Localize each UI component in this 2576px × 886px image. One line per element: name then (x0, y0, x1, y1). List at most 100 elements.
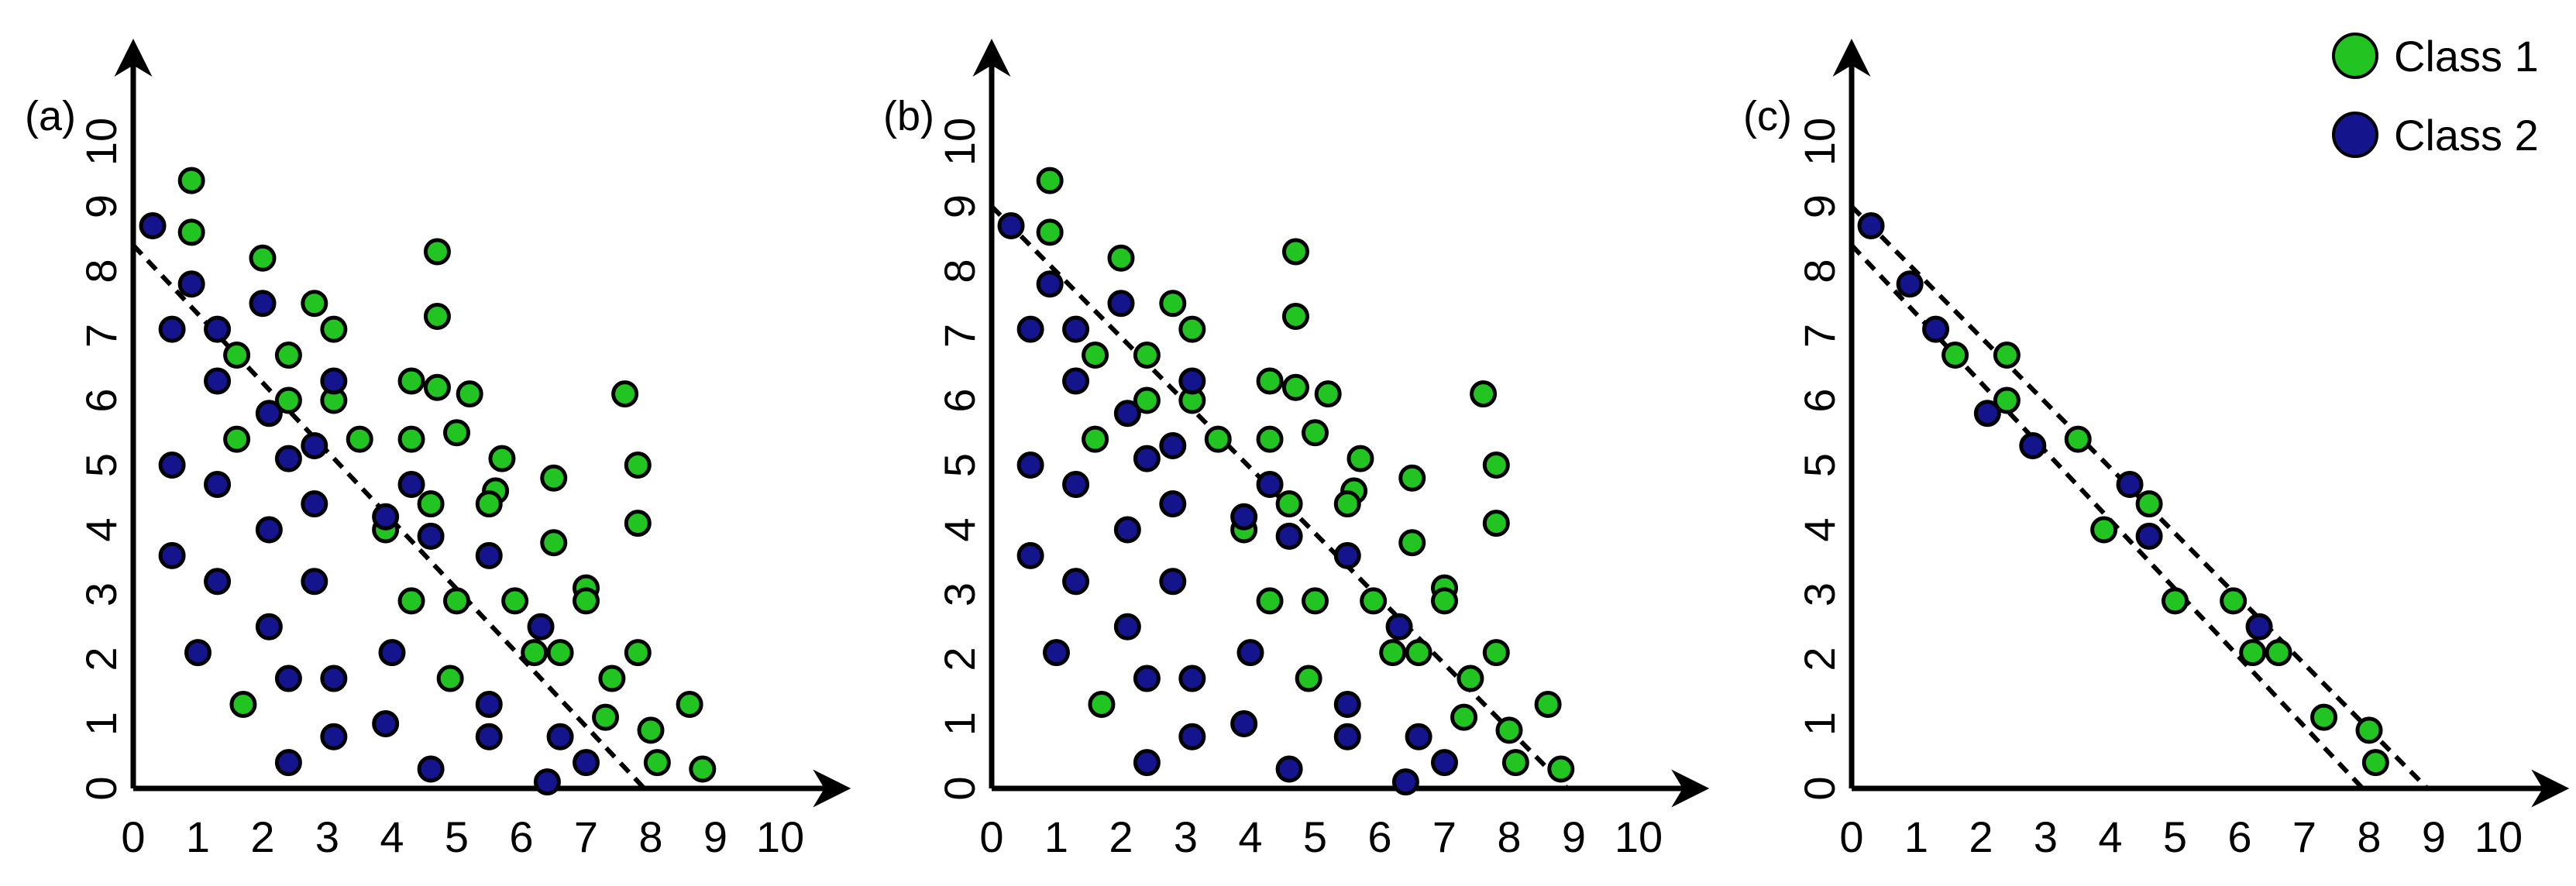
x-tick-label: 10 (756, 812, 804, 861)
class2-point (139, 212, 167, 240)
class1-point (1204, 425, 1232, 453)
class2-point (372, 503, 400, 531)
class1-point (598, 664, 626, 692)
class1-point (2265, 639, 2292, 667)
class2-point (1333, 541, 1361, 569)
class2-point (1178, 664, 1206, 692)
class1-point (611, 380, 639, 408)
y-tick-label: 2 (935, 647, 984, 671)
class1-point (249, 244, 277, 272)
class1-point (346, 425, 373, 453)
legend-class2-marker (2332, 112, 2378, 158)
x-tick-label: 4 (2098, 812, 2122, 861)
class1-point (1431, 587, 1458, 615)
class1-point (2162, 587, 2189, 615)
class1-point (1133, 386, 1161, 414)
class2-point (320, 723, 348, 750)
class2-point (1333, 723, 1361, 750)
class2-point (158, 541, 186, 569)
class2-point (475, 541, 503, 569)
class1-point (2220, 587, 2248, 615)
class1-point (1993, 342, 2021, 369)
class2-point (1113, 400, 1141, 428)
x-tick-label: 7 (2292, 812, 2316, 861)
class1-point (521, 639, 549, 667)
y-tick-label: 2 (77, 647, 126, 671)
class2-point (1043, 639, 1070, 667)
x-tick-label: 4 (1238, 812, 1262, 861)
class1-point (1379, 639, 1407, 667)
x-tick-label: 6 (509, 812, 533, 861)
class2-point (255, 516, 283, 544)
x-tick-label: 10 (2475, 812, 2523, 861)
y-tick-label: 3 (77, 582, 126, 606)
class1-point (475, 490, 503, 518)
class1-point (2361, 749, 2389, 777)
class2-point (1973, 400, 2001, 428)
class1-point (1256, 367, 1284, 395)
y-tick-label: 6 (935, 388, 984, 412)
class1-point (1281, 373, 1309, 401)
class2-point (1896, 270, 1924, 298)
y-tick-label: 3 (935, 582, 984, 606)
y-tick-label: 0 (935, 776, 984, 800)
class1-point (540, 529, 568, 557)
x-tick-label: 8 (2357, 812, 2381, 861)
y-tick-label: 10 (935, 118, 984, 166)
class2-point (475, 690, 503, 718)
class1-point (423, 302, 451, 330)
class2-point (1133, 664, 1161, 692)
x-tick-label: 0 (121, 812, 145, 861)
class2-point (417, 755, 445, 783)
class1-point (689, 755, 717, 783)
y-tick-label: 10 (1795, 118, 1844, 166)
class2-point (1062, 568, 1090, 596)
class2-point (301, 490, 328, 518)
class1-point (443, 419, 470, 447)
x-tick-label: 2 (1969, 812, 1993, 861)
y-tick-label: 6 (77, 388, 126, 412)
y-tick-label: 7 (935, 324, 984, 348)
class2-point (1159, 568, 1187, 596)
x-tick-label: 9 (2422, 812, 2446, 861)
class1-point (1333, 490, 1361, 518)
class2-point (320, 664, 348, 692)
class2-point (204, 367, 232, 395)
y-tick-label: 4 (77, 517, 126, 541)
class2-point (1159, 490, 1187, 518)
y-tick-label: 3 (1795, 582, 1844, 606)
legend-class1-marker (2332, 33, 2378, 79)
class2-point (204, 568, 232, 596)
class1-point (1281, 238, 1309, 266)
class2-point (274, 664, 302, 692)
class1-point (1082, 342, 1109, 369)
class2-point (1113, 516, 1141, 544)
class1-point (274, 342, 302, 369)
class1-point (1405, 639, 1432, 667)
class1-point (229, 690, 257, 718)
class2-point (527, 613, 555, 640)
y-tick-label: 9 (935, 194, 984, 218)
class2-point (255, 400, 283, 428)
y-tick-label: 2 (1795, 647, 1844, 671)
x-tick-label: 8 (638, 812, 662, 861)
x-tick-label: 6 (1367, 812, 1391, 861)
class1-point (397, 425, 425, 453)
x-tick-label: 5 (1303, 812, 1327, 861)
x-tick-label: 2 (250, 812, 274, 861)
class1-point (1295, 664, 1322, 692)
legend-class2-label: Class 2 (2394, 111, 2539, 160)
class2-point (1256, 471, 1284, 499)
class1-point (417, 490, 445, 518)
class1-point (1256, 587, 1284, 615)
x-tick-label: 3 (2034, 812, 2058, 861)
class2-point (204, 315, 232, 343)
x-tick-label: 1 (1044, 812, 1068, 861)
class1-point (1457, 664, 1484, 692)
class1-point (1398, 464, 1426, 492)
class1-point (177, 167, 205, 194)
class1-point (2355, 716, 2383, 744)
y-tick-label: 9 (77, 194, 126, 218)
